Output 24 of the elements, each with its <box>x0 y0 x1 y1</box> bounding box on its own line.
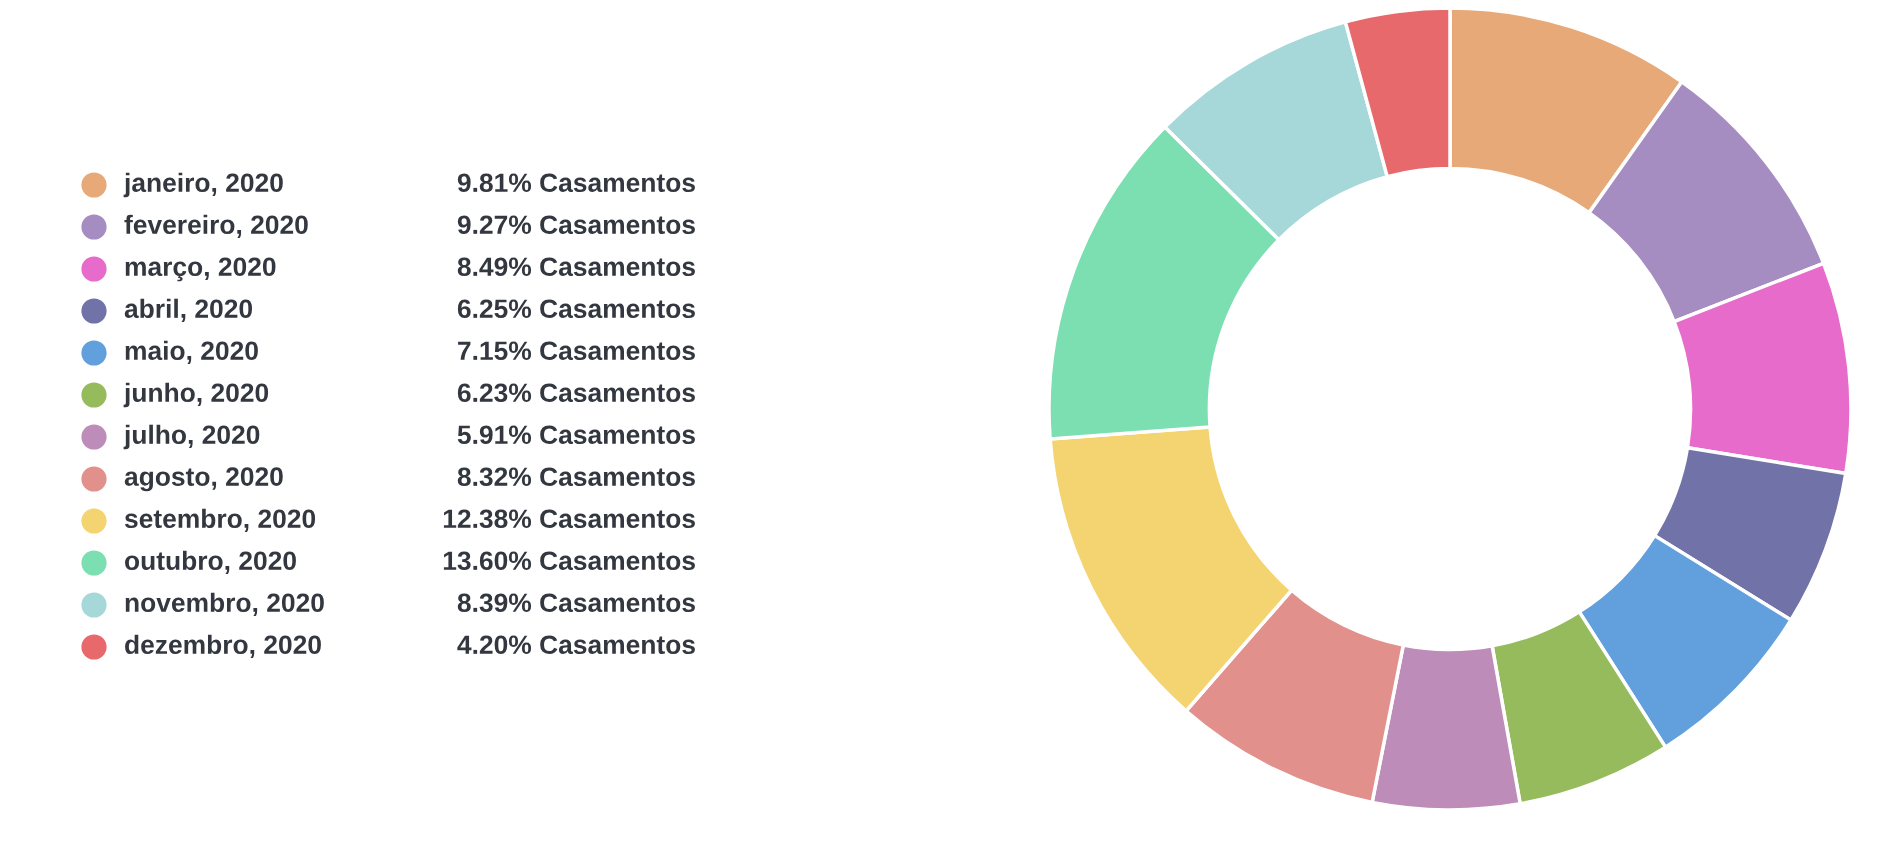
data-label: 5.91% Casamentos <box>457 425 695 445</box>
legend-label: julho, 2020 <box>123 424 260 450</box>
data-label: 8.49% Casamentos <box>457 257 695 277</box>
legend-label: agosto, 2020 <box>124 467 283 492</box>
legend-label: janeiro, 2020 <box>123 172 283 198</box>
data-label: 7.15% Casamentos <box>458 341 695 361</box>
data-label: 13.60% Casamentos <box>443 551 695 571</box>
data-label: 8.32% Casamentos <box>457 467 695 487</box>
legend-label: novembro, 2020 <box>125 592 324 616</box>
legend-label: outubro, 2020 <box>125 550 296 574</box>
data-label: 6.25% Casamentos <box>457 299 695 319</box>
data-label: 4.20% Casamentos <box>457 635 695 655</box>
legend-label: dezembro, 2020 <box>125 634 321 658</box>
legend-label: abril, 2020 <box>124 298 253 322</box>
data-label: 6.23% Casamentos <box>457 383 695 403</box>
legend-label: setembro, 2020 <box>124 508 316 532</box>
legend-label: maio, 2020 <box>125 340 258 364</box>
data-label: 8.39% Casamentos <box>457 593 695 613</box>
legend-label: fevereiro, 2020 <box>124 214 308 238</box>
data-label: 9.27% Casamentos <box>457 215 695 235</box>
legend-label: junho, 2020 <box>123 382 269 408</box>
legend-label: março, 2020 <box>125 257 276 282</box>
data-label: 12.38% Casamentos <box>443 509 695 529</box>
data-label: 9.81% Casamentos <box>457 173 695 193</box>
